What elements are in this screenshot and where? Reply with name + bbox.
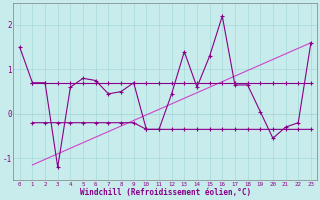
X-axis label: Windchill (Refroidissement éolien,°C): Windchill (Refroidissement éolien,°C) bbox=[80, 188, 251, 197]
